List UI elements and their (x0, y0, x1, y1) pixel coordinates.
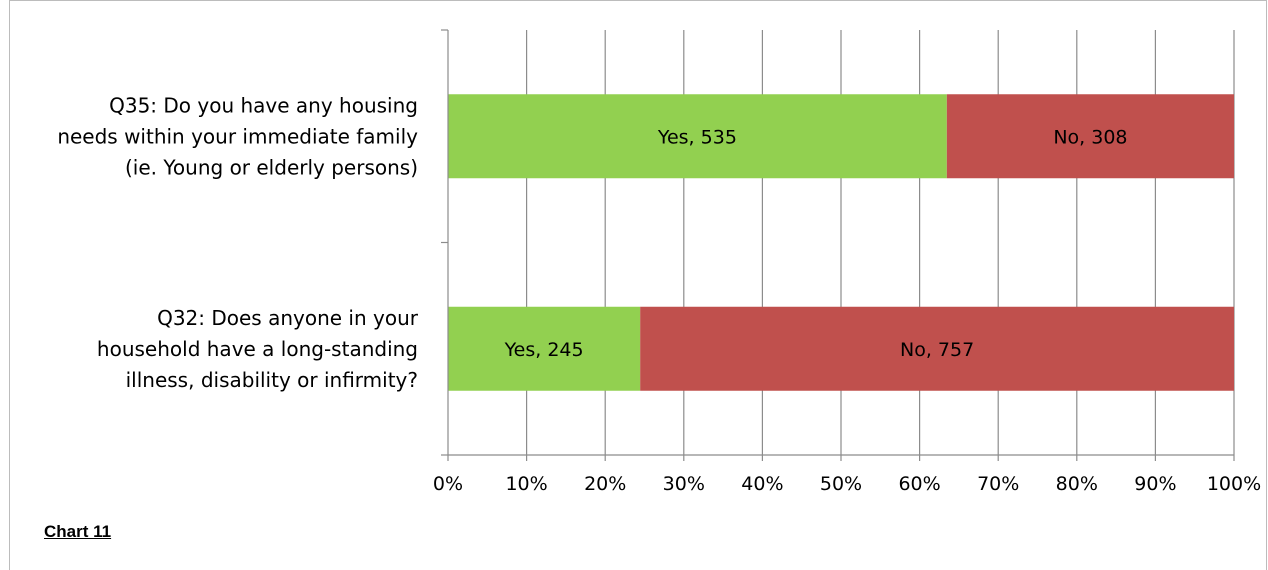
x-tick-label: 60% (898, 473, 940, 495)
category-label-line: Q32: Does anyone in your (157, 306, 419, 330)
x-tick-label: 100% (1207, 473, 1261, 495)
category-label-line: household have a long-standing (97, 337, 418, 361)
gridlines (525, 30, 1235, 455)
category-label-line: needs within your immediate family (57, 124, 418, 148)
bar-no (946, 94, 1234, 179)
x-tick-label: 70% (977, 473, 1019, 495)
chart-caption: Chart 11 (44, 522, 112, 541)
x-tick-label: 10% (505, 473, 547, 495)
x-tick-label: 40% (741, 473, 783, 495)
x-tick-label: 20% (584, 473, 626, 495)
x-tick-label: 0% (433, 473, 463, 495)
x-tick-label: 90% (1134, 473, 1176, 495)
x-tick-label: 80% (1056, 473, 1098, 495)
data-label: No, 308 (1053, 126, 1127, 148)
category-label-line: (ie. Young or elderly persons) (125, 155, 418, 179)
axes (441, 29, 1235, 461)
x-tick-label: 30% (663, 473, 705, 495)
category-label-line: Q35: Do you have any housing (109, 93, 418, 117)
category-label: Q32: Does anyone in your household have a… (97, 306, 419, 392)
bar-yes (448, 306, 641, 391)
bar-no (640, 306, 1234, 391)
bars: Yes, 535 No, 308 Yes, 245 No, 757 (448, 94, 1234, 391)
category-labels: Q35: Do you have any housing needs within… (57, 93, 418, 392)
data-label: Yes, 245 (504, 339, 584, 361)
x-tick-labels: 0% 10% 20% 30% 40% 50% 60% 70% 80% 90% 100% (433, 473, 1261, 495)
category-label-line: illness, disability or infirmity? (126, 368, 418, 392)
x-tick-label: 50% (820, 473, 862, 495)
data-label: Yes, 535 (657, 126, 737, 148)
category-label: Q35: Do you have any housing needs within… (57, 93, 418, 179)
chart-frame (9, 0, 1267, 570)
bar-yes (448, 94, 947, 179)
data-label: No, 757 (900, 339, 974, 361)
